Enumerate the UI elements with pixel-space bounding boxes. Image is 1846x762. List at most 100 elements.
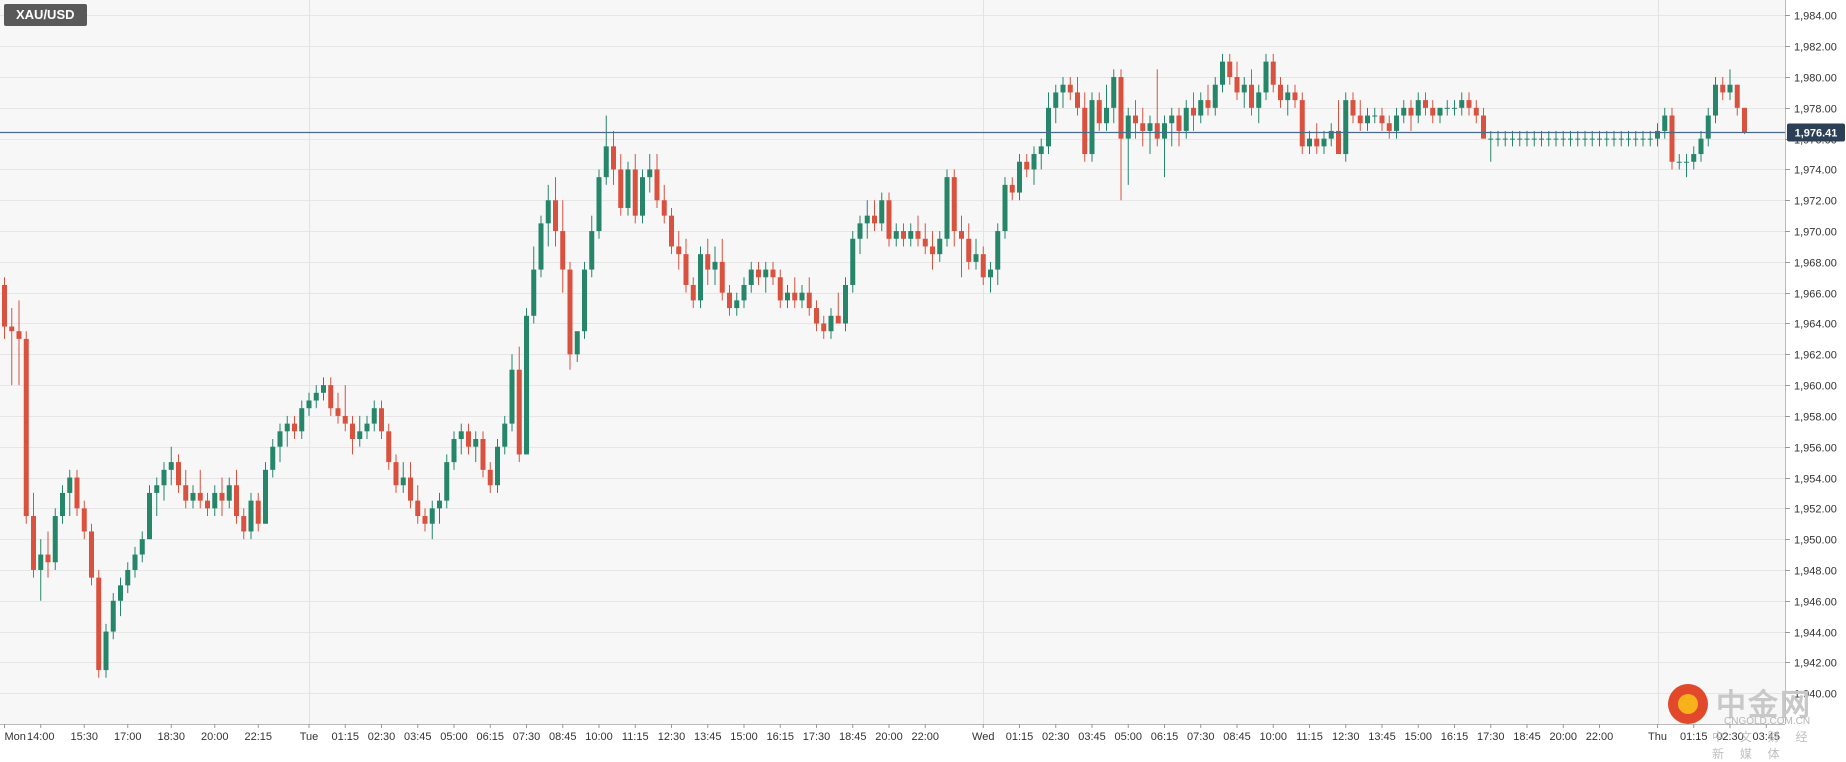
x-tick-label: 03:45: [404, 731, 432, 743]
candle: [1466, 92, 1472, 116]
candle: [995, 223, 1001, 285]
candle-body: [429, 508, 435, 524]
candle-body: [1517, 138, 1523, 140]
candle: [690, 277, 696, 309]
candle-body: [777, 277, 783, 301]
x-tick-label: 12:30: [658, 731, 686, 743]
x-tick-label: 10:00: [1259, 731, 1287, 743]
candle-body: [531, 269, 537, 316]
candle-body: [1539, 138, 1544, 140]
candle-body: [437, 500, 442, 509]
candle: [618, 154, 624, 216]
candle: [299, 400, 305, 440]
candle: [1227, 53, 1233, 85]
candle-body: [582, 269, 587, 332]
candle-body: [1473, 107, 1479, 116]
y-tick-label: 1,954.00: [1794, 474, 1837, 486]
candle-body: [96, 577, 102, 671]
candle-body: [1633, 138, 1639, 140]
candle-body: [1176, 115, 1182, 131]
candle-body: [1727, 84, 1733, 93]
candle: [2, 277, 7, 339]
candle-body: [553, 200, 558, 232]
candle-body: [1307, 138, 1312, 147]
candle: [183, 469, 189, 509]
x-tick-label: 11:15: [1296, 731, 1323, 743]
candle: [270, 439, 276, 478]
candle-body: [1488, 138, 1494, 140]
candle-body: [1060, 84, 1066, 93]
candle-body: [1002, 184, 1008, 232]
candle: [640, 169, 645, 224]
candle-body: [785, 292, 790, 301]
candle-body: [1466, 100, 1472, 108]
candle: [1452, 100, 1457, 116]
candle: [611, 130, 616, 185]
x-tick-label: 07:30: [1187, 731, 1215, 743]
candle: [1618, 130, 1624, 147]
y-axis: 1,940.00 1,942.00 1,944.00 1,946.00 1,948.00…: [1785, 11, 1837, 701]
candle: [886, 192, 892, 247]
candle-body: [1234, 77, 1240, 93]
candle: [1343, 92, 1349, 162]
candle-body: [966, 238, 972, 262]
candle: [1198, 92, 1204, 124]
candle: [1713, 77, 1718, 124]
candle-body: [1662, 115, 1668, 131]
candle-body: [60, 492, 65, 517]
candle-body: [67, 477, 73, 493]
candle-body: [284, 423, 290, 432]
candle-body: [835, 315, 841, 324]
candle-body: [821, 323, 827, 332]
candle-body: [1524, 138, 1530, 140]
candle-body: [270, 446, 276, 470]
candle-body: [466, 431, 471, 447]
candle: [176, 454, 181, 493]
candle: [67, 469, 73, 517]
candle: [705, 238, 711, 285]
candle: [1336, 100, 1341, 155]
candle-body: [1560, 138, 1566, 140]
watermark-brand: 中金网: [1716, 688, 1812, 723]
candle-body: [1162, 123, 1167, 139]
candle: [205, 492, 210, 517]
y-tick-label: 1,978.00: [1794, 104, 1837, 116]
candle: [1089, 92, 1095, 162]
candle: [1633, 130, 1639, 147]
candlestick-chart[interactable]: 1,940.00 1,942.00 1,944.00 1,946.00 1,948.00…: [0, 0, 1846, 746]
candle: [110, 593, 116, 640]
candle-body: [364, 423, 370, 432]
candle: [437, 492, 442, 524]
last-price-text: 1,976.41: [1795, 128, 1838, 140]
candle-body: [886, 200, 892, 239]
candle-body: [292, 423, 297, 432]
candle-body: [357, 431, 363, 440]
candle: [1394, 107, 1399, 139]
candle-body: [516, 369, 522, 455]
candle: [1684, 154, 1689, 178]
candle: [1031, 146, 1037, 185]
candle: [234, 469, 239, 524]
x-tick-label: Tue: [300, 731, 319, 743]
x-tick-label: Mon: [5, 731, 26, 743]
candle: [879, 192, 885, 232]
candle-body: [1611, 138, 1617, 140]
x-tick-label: 02:30: [368, 731, 396, 743]
candle: [9, 308, 15, 386]
candle: [1350, 92, 1356, 124]
candle: [1742, 107, 1747, 135]
candle: [1111, 69, 1117, 124]
candle: [908, 223, 914, 247]
chart-background: [0, 0, 1785, 724]
x-tick-label: 22:00: [1586, 731, 1614, 743]
candle: [763, 261, 769, 293]
candle-body: [168, 462, 174, 470]
candle-body: [1568, 138, 1573, 140]
candle-body: [727, 292, 732, 309]
candle: [1502, 130, 1508, 147]
candle-body: [400, 477, 406, 486]
candle-body: [1212, 84, 1218, 108]
candle-body: [676, 246, 682, 255]
candle-body: [81, 508, 87, 532]
cngold-logo-icon: [1668, 684, 1708, 724]
